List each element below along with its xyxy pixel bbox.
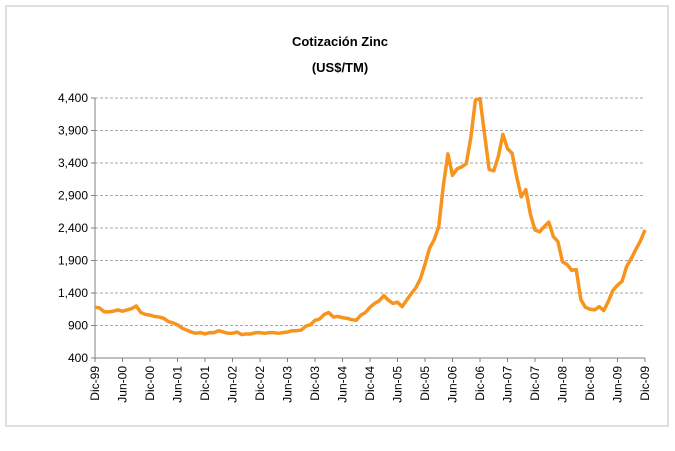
x-tick-label: Jun-01 xyxy=(171,366,185,403)
x-tick-label: Jun-00 xyxy=(116,366,130,403)
y-tick-label: 400 xyxy=(68,351,88,365)
x-tick-label: Jun-02 xyxy=(226,366,240,403)
x-tick-label: Dic-00 xyxy=(143,366,157,401)
x-tick-label: Dic-09 xyxy=(638,366,652,401)
y-tick-label: 900 xyxy=(68,319,88,333)
x-tick-label: Dic-08 xyxy=(583,366,597,401)
y-tick-label: 3,400 xyxy=(58,156,88,170)
x-tick-label: Dic-02 xyxy=(253,366,267,401)
x-tick-label: Dic-07 xyxy=(528,366,542,401)
x-tick-label: Jun-06 xyxy=(446,366,460,403)
x-tick-label: Jun-05 xyxy=(391,366,405,403)
y-tick-label: 1,400 xyxy=(58,286,88,300)
x-tick-label: Jun-03 xyxy=(281,366,295,403)
y-tick-label: 1,900 xyxy=(58,254,88,268)
chart-title: Cotización Zinc xyxy=(292,34,388,49)
y-tick-label: 4,400 xyxy=(58,91,88,105)
x-tick-label: Dic-03 xyxy=(308,366,322,401)
chart-subtitle: (US$/TM) xyxy=(312,60,368,75)
x-tick-label: Jun-04 xyxy=(336,366,350,403)
y-tick-label: 3,900 xyxy=(58,124,88,138)
chart-frame xyxy=(5,5,669,427)
x-tick-label: Jun-08 xyxy=(556,366,570,403)
x-tick-label: Dic-06 xyxy=(473,366,487,401)
y-tick-label: 2,400 xyxy=(58,221,88,235)
x-tick-label: Jun-07 xyxy=(501,366,515,403)
x-tick-label: Dic-01 xyxy=(198,366,212,401)
x-tick-label: Jun-09 xyxy=(611,366,625,403)
y-tick-label: 2,900 xyxy=(58,189,88,203)
x-tick-label: Dic-05 xyxy=(418,366,432,401)
x-tick-label: Dic-99 xyxy=(88,366,102,401)
line-series xyxy=(94,96,647,337)
x-tick-label: Dic-04 xyxy=(363,366,377,401)
